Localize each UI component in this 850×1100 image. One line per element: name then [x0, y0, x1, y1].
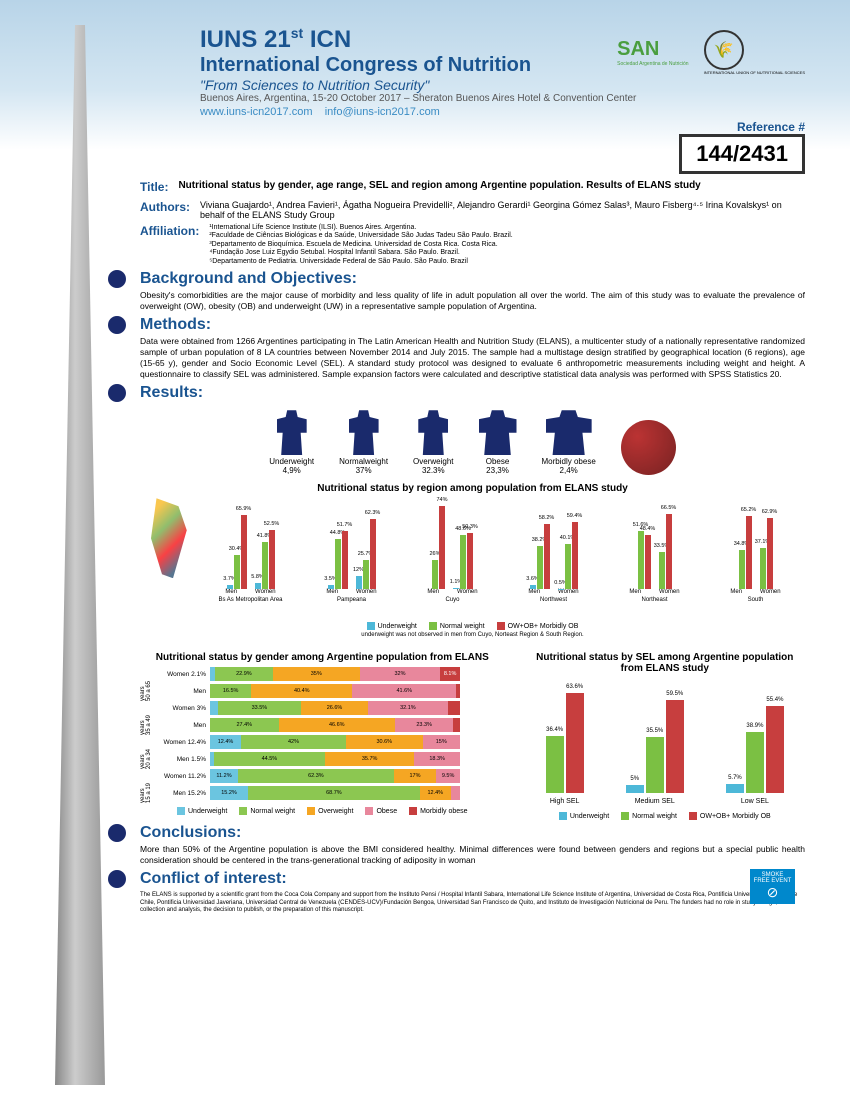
title-text: Nutritional status by gender, age range,… — [178, 180, 805, 194]
title-label: Title: — [140, 180, 168, 194]
legend-item: Normal weight — [621, 812, 677, 820]
background-heading: Background and Objectives: — [140, 270, 805, 288]
legend-item: OW+OB+ Morbidly OB — [497, 622, 579, 630]
authors-label: Authors: — [140, 200, 190, 220]
methods-text: Data were obtained from 1266 Argentines … — [140, 336, 805, 380]
region-group: 34.8%65.2%37.1%62.9% MenWomen South — [706, 499, 805, 603]
affiliation-label: Affiliation: — [140, 224, 199, 266]
argentina-map-icon — [140, 498, 195, 578]
region-group: 3.5%44.8%51.7%12%25.7%62.3% MenWomen Pam… — [302, 499, 401, 603]
conclusions-heading: Conclusions: — [140, 824, 805, 842]
person-icon — [277, 410, 307, 455]
bmi-figure: Underweight4,9% — [269, 410, 314, 475]
bmi-figures-row: Underweight4,9% Normalweight37% Overweight… — [140, 410, 805, 475]
affiliation-text: ¹International Life Science Institute (I… — [209, 224, 805, 266]
legend-item: Normal weight — [429, 622, 485, 630]
person-icon — [418, 410, 448, 455]
methods-heading: Methods: — [140, 316, 805, 334]
legend-item: Underweight — [177, 807, 227, 815]
region-footnote: underweight was not observed in men from… — [140, 632, 805, 638]
smoke-free-badge: SMOKE FREE EVENT ⊘ — [750, 869, 795, 904]
background-text: Obesity's comorbidities are the major ca… — [140, 290, 805, 312]
legend-item: Overweight — [307, 807, 353, 815]
conflict-heading: Conflict of interest: — [140, 870, 805, 888]
scale-icon — [621, 420, 676, 475]
bmi-figure: Obese23,3% — [479, 410, 517, 475]
legend-item: Underweight — [559, 812, 609, 820]
legend-item: Underweight — [367, 622, 417, 630]
stacked-bar-row: Men27.4%46.6%23.3% — [155, 718, 505, 732]
stacked-bar-row: Women 3%33.5%26.6%32.1% — [155, 701, 505, 715]
sel-chart: Nutritional status by SEL among Argentin… — [525, 646, 805, 820]
stacked-bar-row: Men 15.2%15.2%68.7%12.4% — [155, 786, 505, 800]
sel-group: 5%35.5%59.5%Medium SEL — [626, 700, 684, 794]
legend-item: OW+OB+ Morbidly OB — [689, 812, 771, 820]
region-group: 3.7%30.4%65.9%5.8%41.8%52.5% MenWomen Bs… — [201, 499, 300, 603]
region-group: 51.6%48.4%33.5%66.5% MenWomen Northeast — [605, 499, 704, 603]
bmi-figure: Overweight32.3% — [413, 410, 453, 475]
logos: SAN Sociedad Argentina de Nutrición 🌾 IN… — [617, 30, 805, 75]
stacked-bar-row: Women 11.2%11.2%62.3%17%9.5% — [155, 769, 505, 783]
stacked-bar-row: Women 12.4%12.4%42%30.6%15% — [155, 735, 505, 749]
bullet-icon — [108, 870, 126, 888]
content: Title: Nutritional status by gender, age… — [140, 180, 805, 914]
results-heading: Results: — [140, 384, 805, 402]
gender-legend: Underweight Normal weight Overweight Obese M… — [140, 807, 505, 815]
region-group: 3.6%38.2%58.2%0.5%40.1%59.4% MenWomen No… — [504, 499, 603, 603]
bmi-figure: Morbidly obese2,4% — [542, 410, 596, 475]
iuns-logo: 🌾 INTERNATIONAL UNION OF NUTRITIONAL SCI… — [704, 30, 805, 75]
region-legend: Underweight Normal weight OW+OB+ Morbidly … — [140, 622, 805, 630]
region-chart-title: Nutritional status by region among popul… — [140, 483, 805, 494]
region-group: 26%74%1.1%48.6%50.3% MenWomen Cuyo — [403, 499, 502, 603]
tagline: "From Sciences to Nutrition Security" — [200, 77, 810, 93]
bullet-icon — [108, 384, 126, 402]
bullet-icon — [108, 824, 126, 842]
legend-item: Obese — [365, 807, 397, 815]
region-chart: 3.7%30.4%65.9%5.8%41.8%52.5% MenWomen Bs… — [140, 498, 805, 618]
person-icon — [349, 410, 379, 455]
sel-group: 36.4%63.6%High SEL — [546, 693, 584, 793]
gender-chart: Nutritional status by gender among Argen… — [140, 646, 505, 820]
bullet-icon — [108, 316, 126, 334]
legend-item: Normal weight — [239, 807, 295, 815]
sel-chart-title: Nutritional status by SEL among Argentin… — [525, 652, 805, 674]
contact-info: www.iuns-icn2017.com info@iuns-icn2017.c… — [200, 106, 810, 118]
authors-text: Viviana Guajardo¹, Andrea Favieri¹, Ágat… — [200, 200, 805, 220]
bmi-figure: Normalweight37% — [339, 410, 388, 475]
person-icon — [479, 410, 517, 455]
legend-item: Morbidly obese — [409, 807, 467, 815]
venue: Buenos Aires, Argentina, 15-20 October 2… — [200, 93, 810, 104]
bullet-icon — [108, 270, 126, 288]
san-logo: SAN Sociedad Argentina de Nutrición — [617, 38, 688, 67]
stacked-bar-row: Men16.5%40.4%41.6% — [155, 684, 505, 698]
gender-chart-title: Nutritional status by gender among Argen… — [140, 652, 505, 663]
reference-box: Reference # 144/2431 — [679, 120, 805, 174]
conclusions-text: More than 50% of the Argentine populatio… — [140, 844, 805, 866]
person-icon — [546, 410, 592, 455]
stacked-bar-row: Men 1.5%44.5%35.7%18.3% — [155, 752, 505, 766]
sel-group: 5.7%38.9%55.4%Low SEL — [726, 706, 784, 793]
sel-legend: Underweight Normal weight OW+OB+ Morbidly … — [525, 812, 805, 820]
stacked-bar-row: Women 2.1%22.9%35%32%8.1% — [155, 667, 505, 681]
conflict-text: The ELANS is supported by a scientific g… — [140, 892, 805, 914]
